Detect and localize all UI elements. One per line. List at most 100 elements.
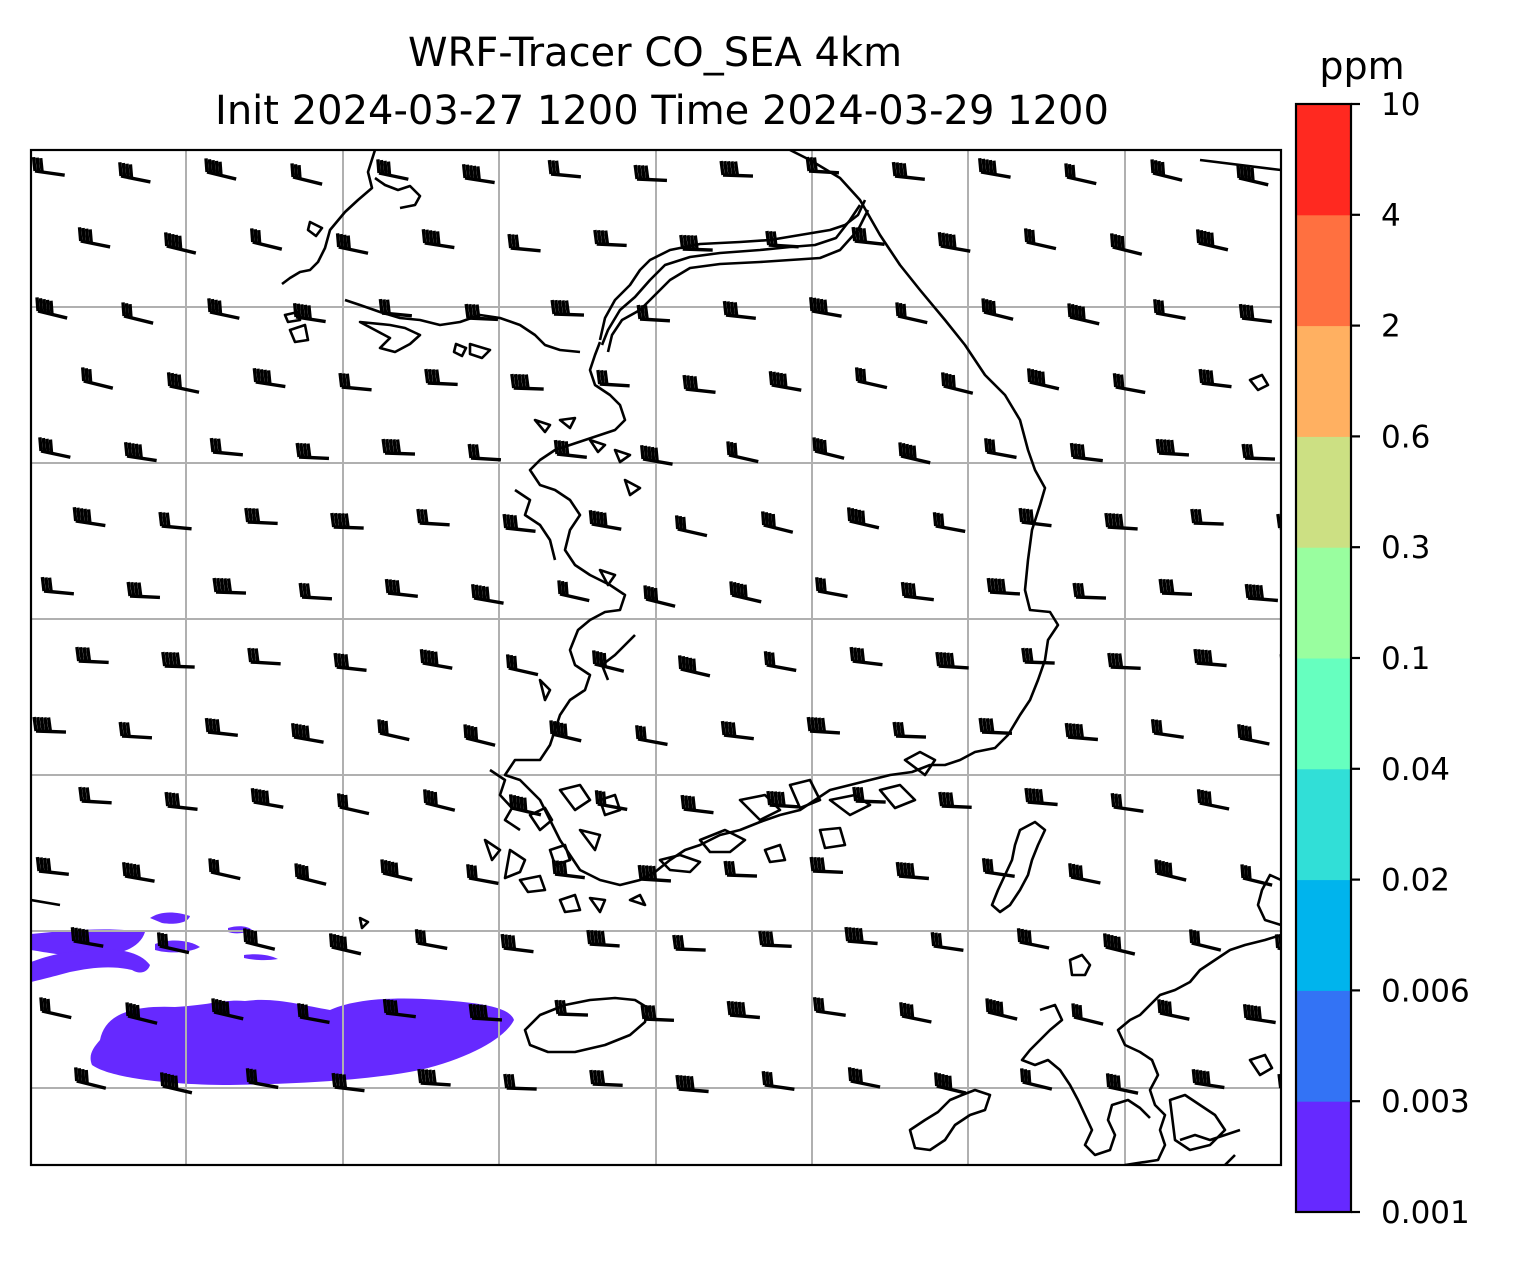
wind-barb (636, 304, 671, 323)
wind-barb (250, 788, 284, 809)
coastline-japan-west (1020, 1003, 1151, 1157)
wind-barb (932, 512, 966, 534)
wind-barb (1103, 933, 1136, 956)
wind-barb (1069, 442, 1103, 463)
wind-barb (1193, 648, 1227, 668)
wind-barb (978, 158, 1011, 179)
wind-barb (758, 930, 792, 948)
wind-barb (159, 1072, 193, 1095)
wind-barb (900, 581, 934, 602)
wind-barb (593, 229, 627, 248)
wind-barb (156, 932, 190, 955)
wind-barb (981, 857, 1015, 878)
wind-barb (592, 650, 625, 673)
wind-barb (74, 1067, 107, 1090)
wind-barb (118, 162, 151, 184)
wind-barb (471, 584, 504, 605)
wind-barb (81, 367, 114, 390)
coastline-southwest-islands (358, 768, 647, 930)
wind-barb (723, 860, 758, 878)
colorbar-tick-label: 2 (1381, 309, 1401, 345)
wind-barb (1190, 508, 1224, 526)
wind-barb (1112, 373, 1146, 395)
coastline-korea-west (503, 150, 1060, 887)
wind-barb (637, 864, 672, 883)
wind-barb (31, 156, 65, 177)
wind-barb (1150, 159, 1183, 182)
wind-barb (554, 999, 589, 1017)
wind-barb (898, 442, 931, 465)
wind-barb (899, 1002, 932, 1024)
border-korea-china-1 (598, 199, 867, 341)
wind-barb (895, 861, 930, 881)
wind-barb (121, 302, 154, 325)
wind-barb (985, 998, 1018, 1021)
wind-barb (635, 725, 668, 747)
wind-barb (35, 297, 68, 320)
wind-barb (763, 651, 797, 673)
wind-barb (1021, 647, 1055, 665)
wind-barb (336, 793, 370, 816)
colorbar-tick-label: 0.001 (1381, 1195, 1470, 1231)
wind-barb (809, 856, 844, 874)
wind-barb (414, 929, 448, 951)
wind-barb (35, 856, 70, 876)
colorbar-segment (1296, 325, 1351, 437)
wind-barb (1155, 438, 1190, 457)
wind-barb (640, 1004, 675, 1022)
colorbar-tick-label: 0.1 (1381, 641, 1430, 677)
colorbar-unit-label: ppm (1319, 44, 1404, 88)
wind-barb (806, 716, 841, 735)
coastline-shandong-islands (358, 320, 422, 354)
wind-barb (934, 1072, 967, 1095)
wind-barb (505, 654, 539, 677)
coastline-china-bohai-south (31, 158, 1281, 907)
wind-barb (416, 508, 450, 527)
wind-barb (204, 717, 239, 737)
colorbar-tick-label: 0.003 (1381, 1084, 1470, 1120)
wind-barb (550, 299, 585, 317)
wind-barb (126, 581, 161, 600)
wind-barb (384, 578, 419, 598)
wind-barb (852, 786, 886, 804)
wind-barb (1067, 303, 1100, 326)
wind-barb (1064, 722, 1099, 742)
wind-barb (1150, 718, 1184, 739)
wind-barb (986, 577, 1021, 596)
wind-barb (978, 717, 1013, 735)
wind-barb (376, 159, 409, 181)
tracer-plume-main (90, 998, 514, 1085)
wind-barb (761, 511, 794, 534)
wind-barb (510, 373, 544, 391)
wind-barb (551, 859, 585, 880)
wind-barb (1072, 582, 1107, 600)
coastline-tsushima (990, 820, 1047, 914)
wind-barb (294, 863, 327, 886)
wind-barb (643, 585, 676, 608)
wind-barb (892, 721, 927, 739)
colorbar-segment (1296, 436, 1351, 548)
wind-barb (377, 719, 410, 742)
wind-barb (553, 439, 588, 459)
wind-barb (720, 720, 754, 741)
wind-barb (211, 998, 244, 1021)
wind-barb (75, 646, 109, 665)
wind-barb (812, 996, 846, 1017)
wind-barb (815, 577, 848, 599)
wind-barb (252, 368, 286, 389)
wind-barb (1024, 787, 1058, 807)
wind-barb (298, 582, 333, 601)
colorbar-tick-label: 0.3 (1381, 530, 1430, 566)
wind-barb (1154, 859, 1187, 882)
wind-barb (1020, 1068, 1053, 1091)
wind-barb (419, 649, 453, 670)
wind-barb (981, 298, 1014, 321)
wind-barb (1018, 507, 1052, 528)
wind-barb (125, 1002, 158, 1025)
wind-barb (1189, 929, 1222, 952)
wind-barb (586, 929, 620, 948)
wind-barb (891, 161, 926, 181)
map-frame (29, 148, 1283, 1167)
wind-barb (208, 858, 241, 881)
coastline-island-small-5 (468, 342, 492, 360)
